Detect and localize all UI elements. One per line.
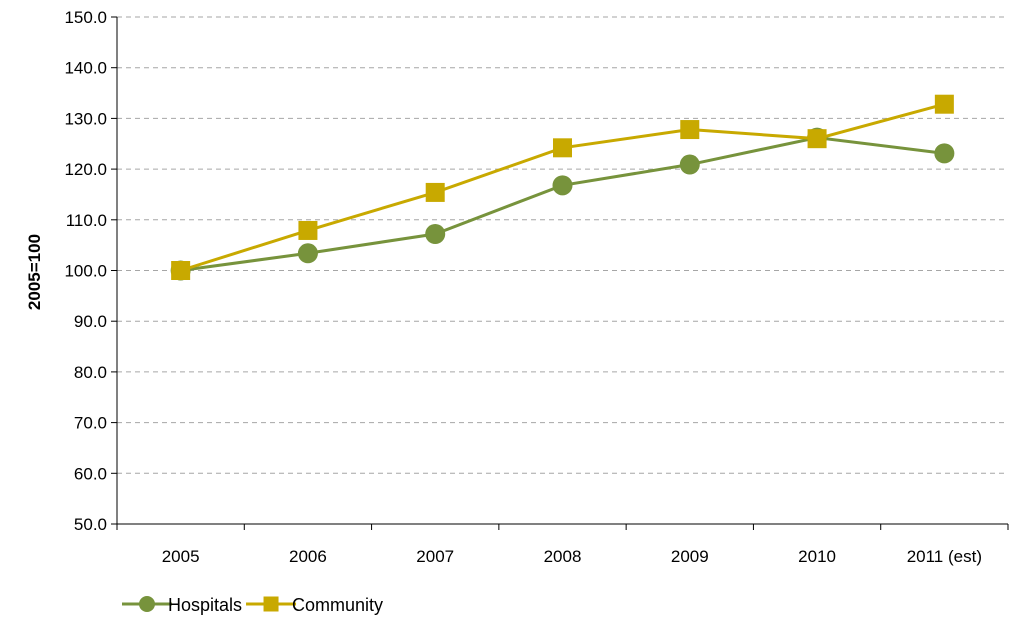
y-tick-label: 120.0 [64,160,107,179]
axes [111,16,1009,530]
data-point-community [807,129,827,149]
data-point-hospitals [934,143,955,164]
series-community [171,94,954,280]
y-tick-label: 150.0 [64,8,107,27]
y-tick-labels: 50.0 60.0 70.0 80.0 90.0 100.0 110.0 120.0 130.0… [64,8,107,534]
legend-marker-circle [139,596,155,612]
y-tick-label: 50.0 [74,515,107,534]
legend: Hospitals Community [122,595,383,615]
x-tick-label: 2006 [289,547,327,566]
y-tick-label: 60.0 [74,464,107,483]
x-tick-label: 2008 [544,547,582,566]
series-line-hospitals [180,136,945,272]
data-point-hospitals [679,154,700,175]
data-point-community [171,261,191,280]
data-point-hospitals [297,243,318,264]
series-group [170,94,955,281]
y-tick-label: 70.0 [74,414,107,433]
gridlines [117,16,1008,474]
legend-label: Hospitals [168,595,242,615]
legend-item-community: Community [246,595,383,615]
y-axis-label: 2005=100 [25,234,44,310]
x-tick-labels: 2005 2006 2007 2008 2009 2010 2011 (est) [162,547,982,566]
x-tick-label: 2011 (est) [907,547,982,566]
y-tick-label: 100.0 [64,262,107,281]
x-tick-label: 2007 [416,547,454,566]
y-tick-label: 90.0 [74,312,107,331]
legend-label: Community [292,595,383,615]
legend-marker-square [263,596,279,612]
legend-item-hospitals: Hospitals [122,595,242,615]
x-tick-label: 2010 [798,547,836,566]
y-tick-label: 80.0 [74,363,107,382]
y-tick-label: 110.0 [66,211,107,230]
data-point-community [934,94,954,114]
data-point-community [298,220,318,240]
data-point-community [425,182,445,202]
y-tick-label: 130.0 [64,109,107,128]
data-point-hospitals [425,223,446,244]
data-point-community [553,138,572,158]
data-point-hospitals [552,175,573,196]
x-tick-label: 2005 [162,547,200,566]
x-tick-label: 2009 [671,547,709,566]
y-tick-label: 140.0 [64,59,107,78]
data-point-community [680,120,700,140]
